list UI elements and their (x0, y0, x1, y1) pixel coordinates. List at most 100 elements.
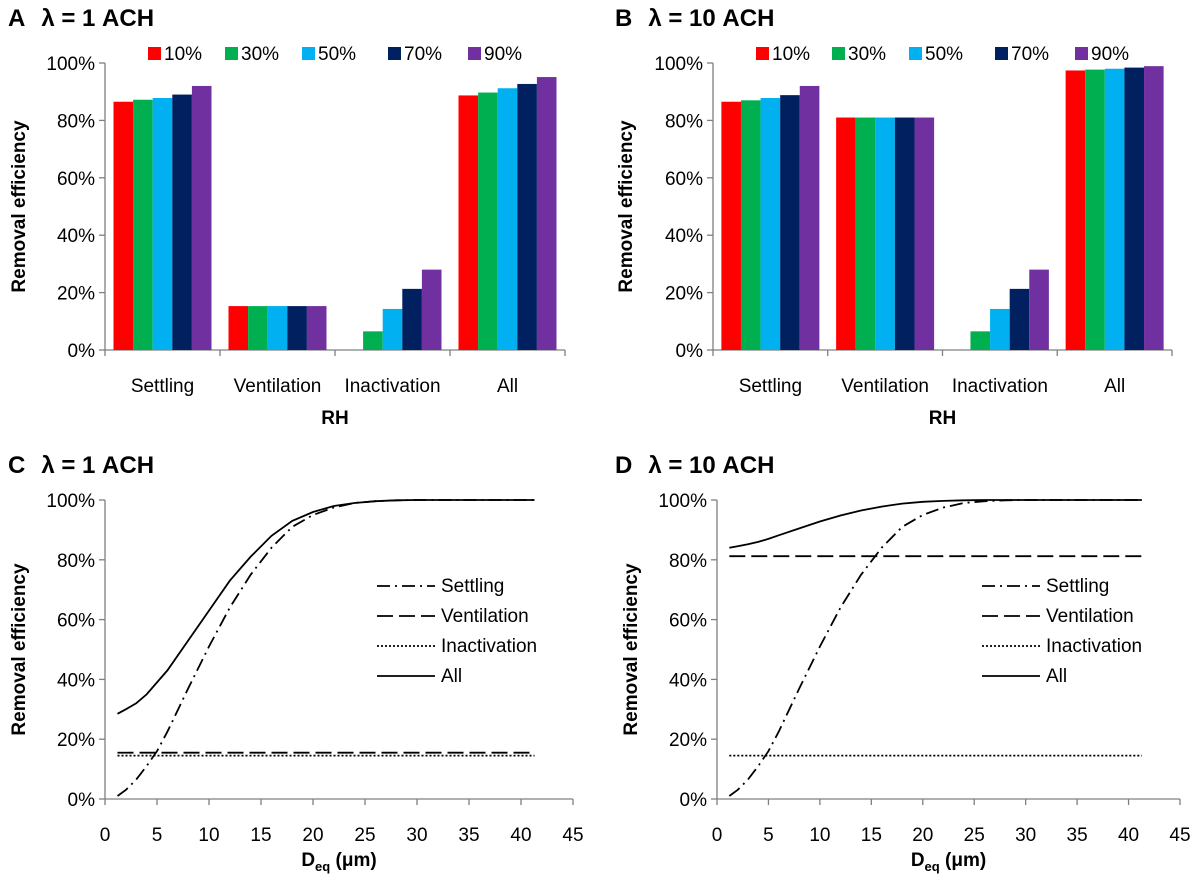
legend-swatch (148, 47, 161, 60)
x-tick-label: Inactivation (952, 376, 1048, 397)
bar-settling-70 (780, 95, 800, 350)
bar-settling-50 (152, 98, 173, 350)
legend-label: 30% (848, 44, 886, 65)
legend-label: 90% (484, 44, 522, 65)
x-tick-label: 0 (712, 825, 723, 846)
y-tick-label: 60% (57, 169, 95, 190)
legend-swatch (756, 47, 769, 60)
bar-inactivation-30 (970, 331, 991, 350)
y-tick-label: 60% (57, 611, 95, 632)
bar-settling-50 (760, 98, 781, 350)
y-tick-label: 40% (665, 226, 703, 247)
legend-swatch (909, 47, 922, 60)
bar-all-10 (458, 95, 479, 350)
legend-label: 10% (772, 44, 810, 65)
legend-swatch (1075, 47, 1088, 60)
bar-ventilation-90 (914, 117, 935, 350)
x-tick-label: 25 (964, 825, 985, 846)
y-tick-label: 0% (680, 790, 708, 811)
panel-title-text: λ = 1 ACH (41, 5, 154, 32)
x-tick-label: All (497, 376, 518, 397)
legend-label: Settling (1046, 576, 1109, 597)
x-tick-label: Ventilation (234, 376, 322, 397)
series-all (117, 499, 535, 715)
x-tick-label: 5 (152, 825, 163, 846)
y-tick-label: 100% (46, 54, 95, 75)
panel-title-text: λ = 10 ACH (648, 452, 774, 479)
bar-settling-10 (721, 101, 741, 351)
x-tick-label: 30 (406, 825, 427, 846)
x-tick-label: All (1104, 376, 1125, 397)
y-axis-label: Removal efficiency (616, 120, 637, 293)
y-tick-label: 80% (57, 551, 95, 572)
y-tick-label: 20% (665, 284, 703, 305)
bar-ventilation-70 (287, 306, 307, 350)
bar-all-70 (517, 83, 537, 351)
bar-ventilation-10 (228, 306, 249, 350)
bar-ventilation-50 (267, 306, 288, 350)
bar-settling-70 (172, 94, 192, 350)
legend-label: 10% (164, 44, 202, 65)
x-tick-label: 25 (354, 825, 375, 846)
x-tick-label: 15 (250, 825, 271, 846)
bar-all-30 (478, 92, 498, 350)
bar-all-50 (497, 88, 518, 351)
y-axis-label: Removal efficiency (9, 120, 30, 293)
y-tick-label: 60% (669, 611, 707, 632)
bar-ventilation-10 (836, 117, 856, 350)
bar-all-90 (1144, 66, 1164, 351)
bar-all-10 (1065, 70, 1086, 350)
legend-label: 70% (404, 44, 442, 65)
bar-settling-90 (191, 85, 212, 351)
bar-ventilation-30 (248, 306, 268, 350)
y-tick-label: 0% (68, 790, 96, 811)
x-tick-label: 30 (1015, 825, 1036, 846)
x-tick-label: 45 (562, 825, 583, 846)
y-tick-label: 40% (57, 670, 95, 691)
legend-label: Settling (441, 576, 504, 597)
x-tick-label: 15 (861, 825, 882, 846)
bar-all-90 (536, 77, 557, 351)
x-tick-label: 10 (198, 825, 219, 846)
x-tick-label: Ventilation (841, 376, 929, 397)
panel-letter: D (615, 452, 632, 479)
y-tick-label: 80% (665, 111, 703, 132)
x-tick-label: 20 (302, 825, 323, 846)
bar-settling-30 (133, 99, 153, 351)
y-tick-label: 40% (57, 226, 95, 247)
bar-ventilation-90 (306, 306, 327, 350)
x-tick-label: 35 (1067, 825, 1088, 846)
legend-swatch (468, 47, 481, 60)
x-tick-label: 20 (912, 825, 933, 846)
legend-label: Ventilation (441, 606, 529, 627)
legend-swatch (995, 47, 1008, 60)
bar-inactivation-70 (1009, 288, 1030, 350)
bar-all-70 (1124, 67, 1145, 350)
x-tick-label: Inactivation (344, 376, 440, 397)
legend-label: 50% (318, 44, 356, 65)
bar-inactivation-90 (421, 269, 442, 350)
y-axis-label: Removal efficiency (9, 563, 30, 736)
bar-inactivation-50 (382, 308, 403, 350)
x-tick-label: Settling (131, 376, 194, 397)
panel-letter: A (8, 5, 25, 32)
y-axis-label: Removal efficiency (621, 563, 642, 736)
y-tick-label: 80% (57, 111, 95, 132)
bar-ventilation-70 (894, 117, 915, 350)
bar-ventilation-30 (855, 117, 876, 350)
bar-inactivation-50 (990, 308, 1010, 350)
y-tick-label: 60% (665, 169, 703, 190)
x-axis-label: Deq (μm) (301, 850, 376, 874)
x-tick-label: 45 (1169, 825, 1190, 846)
legend-label: Inactivation (441, 636, 537, 657)
panel-letter: C (8, 452, 25, 479)
x-tick-label: 0 (100, 825, 111, 846)
y-tick-label: 100% (658, 491, 707, 512)
